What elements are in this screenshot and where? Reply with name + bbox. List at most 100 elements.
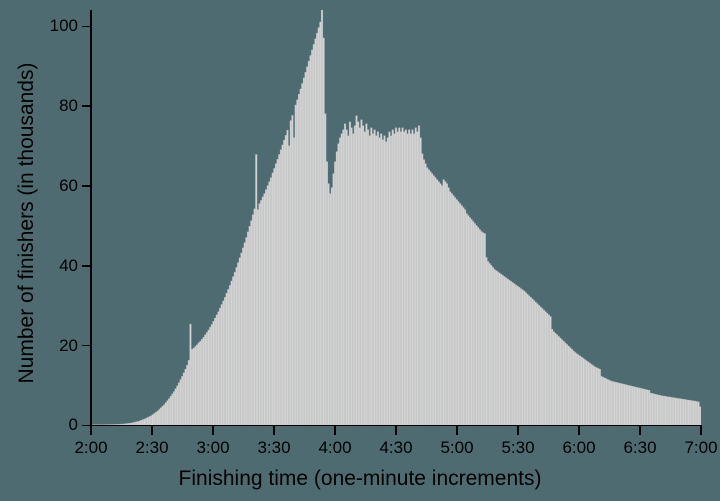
histogram-bar [277, 159, 279, 425]
histogram-bar [451, 194, 453, 425]
histogram-bar [602, 377, 604, 425]
histogram-bar [367, 130, 369, 425]
histogram-bar [523, 291, 525, 425]
x-axis-tick-label: 5:00 [440, 438, 474, 457]
histogram-bar [226, 293, 228, 425]
histogram-bar [537, 304, 539, 425]
histogram-bar [229, 285, 231, 425]
histogram-bar [530, 297, 532, 425]
histogram-bar [472, 221, 474, 425]
histogram-bar [574, 352, 576, 425]
histogram-bar [635, 387, 637, 425]
histogram-bar [392, 130, 394, 425]
histogram-bar [619, 383, 621, 425]
histogram-bar [257, 210, 259, 425]
histogram-bar [517, 286, 519, 425]
histogram-bar [469, 218, 471, 425]
histogram-bar [597, 368, 599, 425]
histogram-bar [283, 140, 285, 425]
histogram-bar [655, 394, 657, 425]
histogram-bar [438, 182, 440, 425]
histogram-bar [627, 385, 629, 425]
histogram-bar [548, 315, 550, 425]
histogram-bar [216, 315, 218, 425]
histogram-bar [359, 128, 361, 425]
histogram-bar [364, 132, 366, 425]
histogram-bar [491, 265, 493, 425]
histogram-bar [178, 383, 180, 425]
histogram-bar [287, 130, 289, 425]
histogram-bar [425, 164, 427, 425]
histogram-bar [382, 140, 384, 425]
histogram-bar [196, 345, 198, 425]
histogram-bar [482, 233, 484, 425]
histogram-bar [694, 401, 696, 425]
x-axis-tick-label: 4:00 [318, 438, 352, 457]
histogram-bar [320, 22, 322, 425]
histogram-bar [645, 389, 647, 425]
y-axis-tick-label: 40 [59, 255, 78, 275]
histogram-bar [662, 396, 664, 425]
histogram-bar [250, 221, 252, 425]
histogram-bar [185, 369, 187, 425]
histogram-bar [430, 172, 432, 425]
x-axis-tick [395, 426, 397, 435]
histogram-bar [445, 182, 447, 425]
histogram-bar [209, 327, 211, 425]
histogram-bar [394, 134, 396, 425]
histogram-bar [625, 385, 627, 425]
histogram-bar [624, 384, 626, 425]
histogram-bar [195, 346, 197, 425]
histogram-bar [428, 170, 430, 425]
histogram-bar [486, 257, 488, 425]
histogram-bar [581, 357, 583, 425]
histogram-bar [379, 138, 381, 425]
y-axis-tick-label: 60 [59, 175, 78, 195]
histogram-bar [443, 180, 445, 425]
histogram-bar [601, 376, 603, 425]
histogram-bar [522, 290, 524, 425]
histogram-bar [418, 126, 420, 425]
histogram-bar [448, 188, 450, 425]
histogram-bar [495, 271, 497, 425]
histogram-bar [441, 186, 443, 425]
y-axis-tick [82, 105, 90, 107]
histogram-bar [301, 83, 303, 425]
histogram-bar [500, 274, 502, 425]
x-axis-tick [456, 426, 458, 435]
histogram-bar [528, 296, 530, 425]
histogram-bars [91, 10, 701, 425]
x-axis-tick-label: 4:30 [379, 438, 413, 457]
histogram-bar [561, 340, 563, 425]
histogram-bar [321, 10, 323, 425]
histogram-bar [239, 258, 241, 425]
histogram-bar [622, 384, 624, 425]
histogram-bar [663, 396, 665, 425]
histogram-bar [380, 134, 382, 425]
histogram-bar [387, 138, 389, 425]
histogram-bar [639, 388, 641, 425]
x-axis-tick [151, 426, 153, 435]
histogram-bar [334, 162, 336, 425]
histogram-bar [505, 278, 507, 425]
histogram-bar [497, 272, 499, 425]
histogram-bar [686, 400, 688, 425]
histogram-bar [223, 301, 225, 425]
histogram-bar [643, 389, 645, 425]
histogram-bar [588, 362, 590, 425]
histogram-bar [459, 204, 461, 425]
histogram-bar [584, 360, 586, 425]
x-axis-tick-label: 3:30 [257, 438, 291, 457]
histogram-bar [293, 138, 295, 425]
histogram-bar [466, 214, 468, 425]
histogram-bar [254, 209, 256, 425]
histogram-bar [555, 333, 557, 425]
histogram-bar [385, 142, 387, 425]
histogram-bar [336, 152, 338, 425]
y-axis-tick-label: 20 [59, 335, 78, 355]
histogram-bar [190, 324, 192, 425]
histogram-bar [324, 114, 326, 425]
histogram-bar [167, 401, 169, 425]
histogram-bar [343, 130, 345, 425]
histogram-bar [323, 38, 325, 425]
